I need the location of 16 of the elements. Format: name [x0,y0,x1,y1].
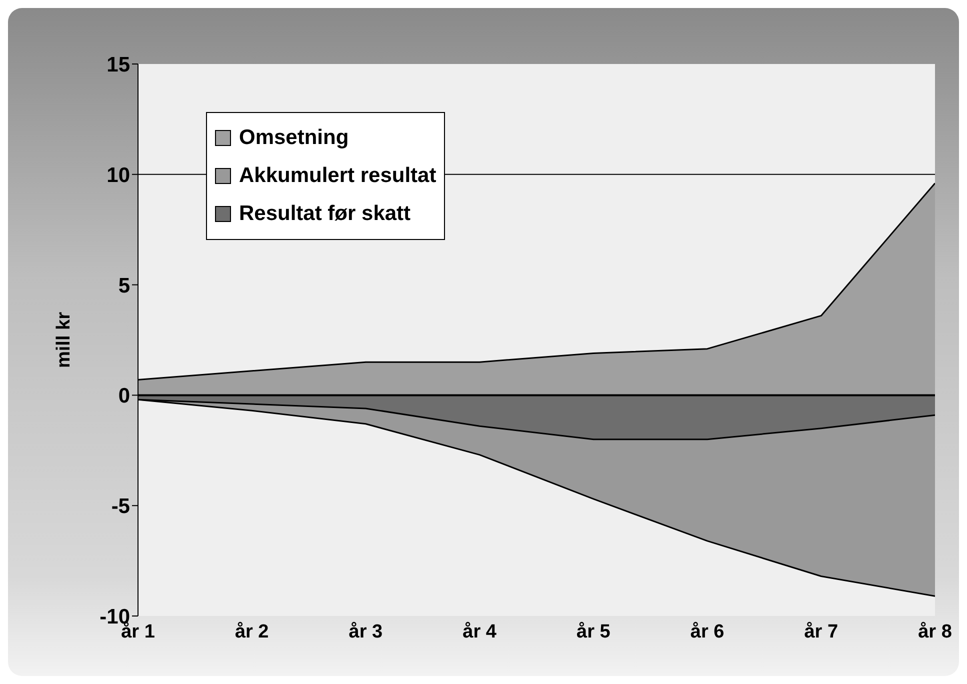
y-axis-title: mill kr [54,311,75,368]
y-tick-label: 15 [106,53,130,76]
legend-label: Omsetning [239,126,349,150]
legend-label: Resultat før skatt [239,202,411,226]
y-tick-label: 10 [106,164,130,187]
y-tick-label: 5 [118,274,130,298]
x-tick-label: år 2 [234,621,269,642]
x-tick-label: år 3 [348,621,383,642]
x-tick-label: år 8 [918,621,952,642]
x-tick-label: år 6 [690,621,724,642]
x-tick-label: år 4 [462,621,497,642]
x-tick-label: år 5 [576,621,611,642]
y-tick-label: -5 [111,495,130,518]
y-tick-label: 0 [118,384,130,408]
legend-label: Akkumulert resultat [239,164,436,188]
x-tick-label: år 7 [804,621,838,642]
